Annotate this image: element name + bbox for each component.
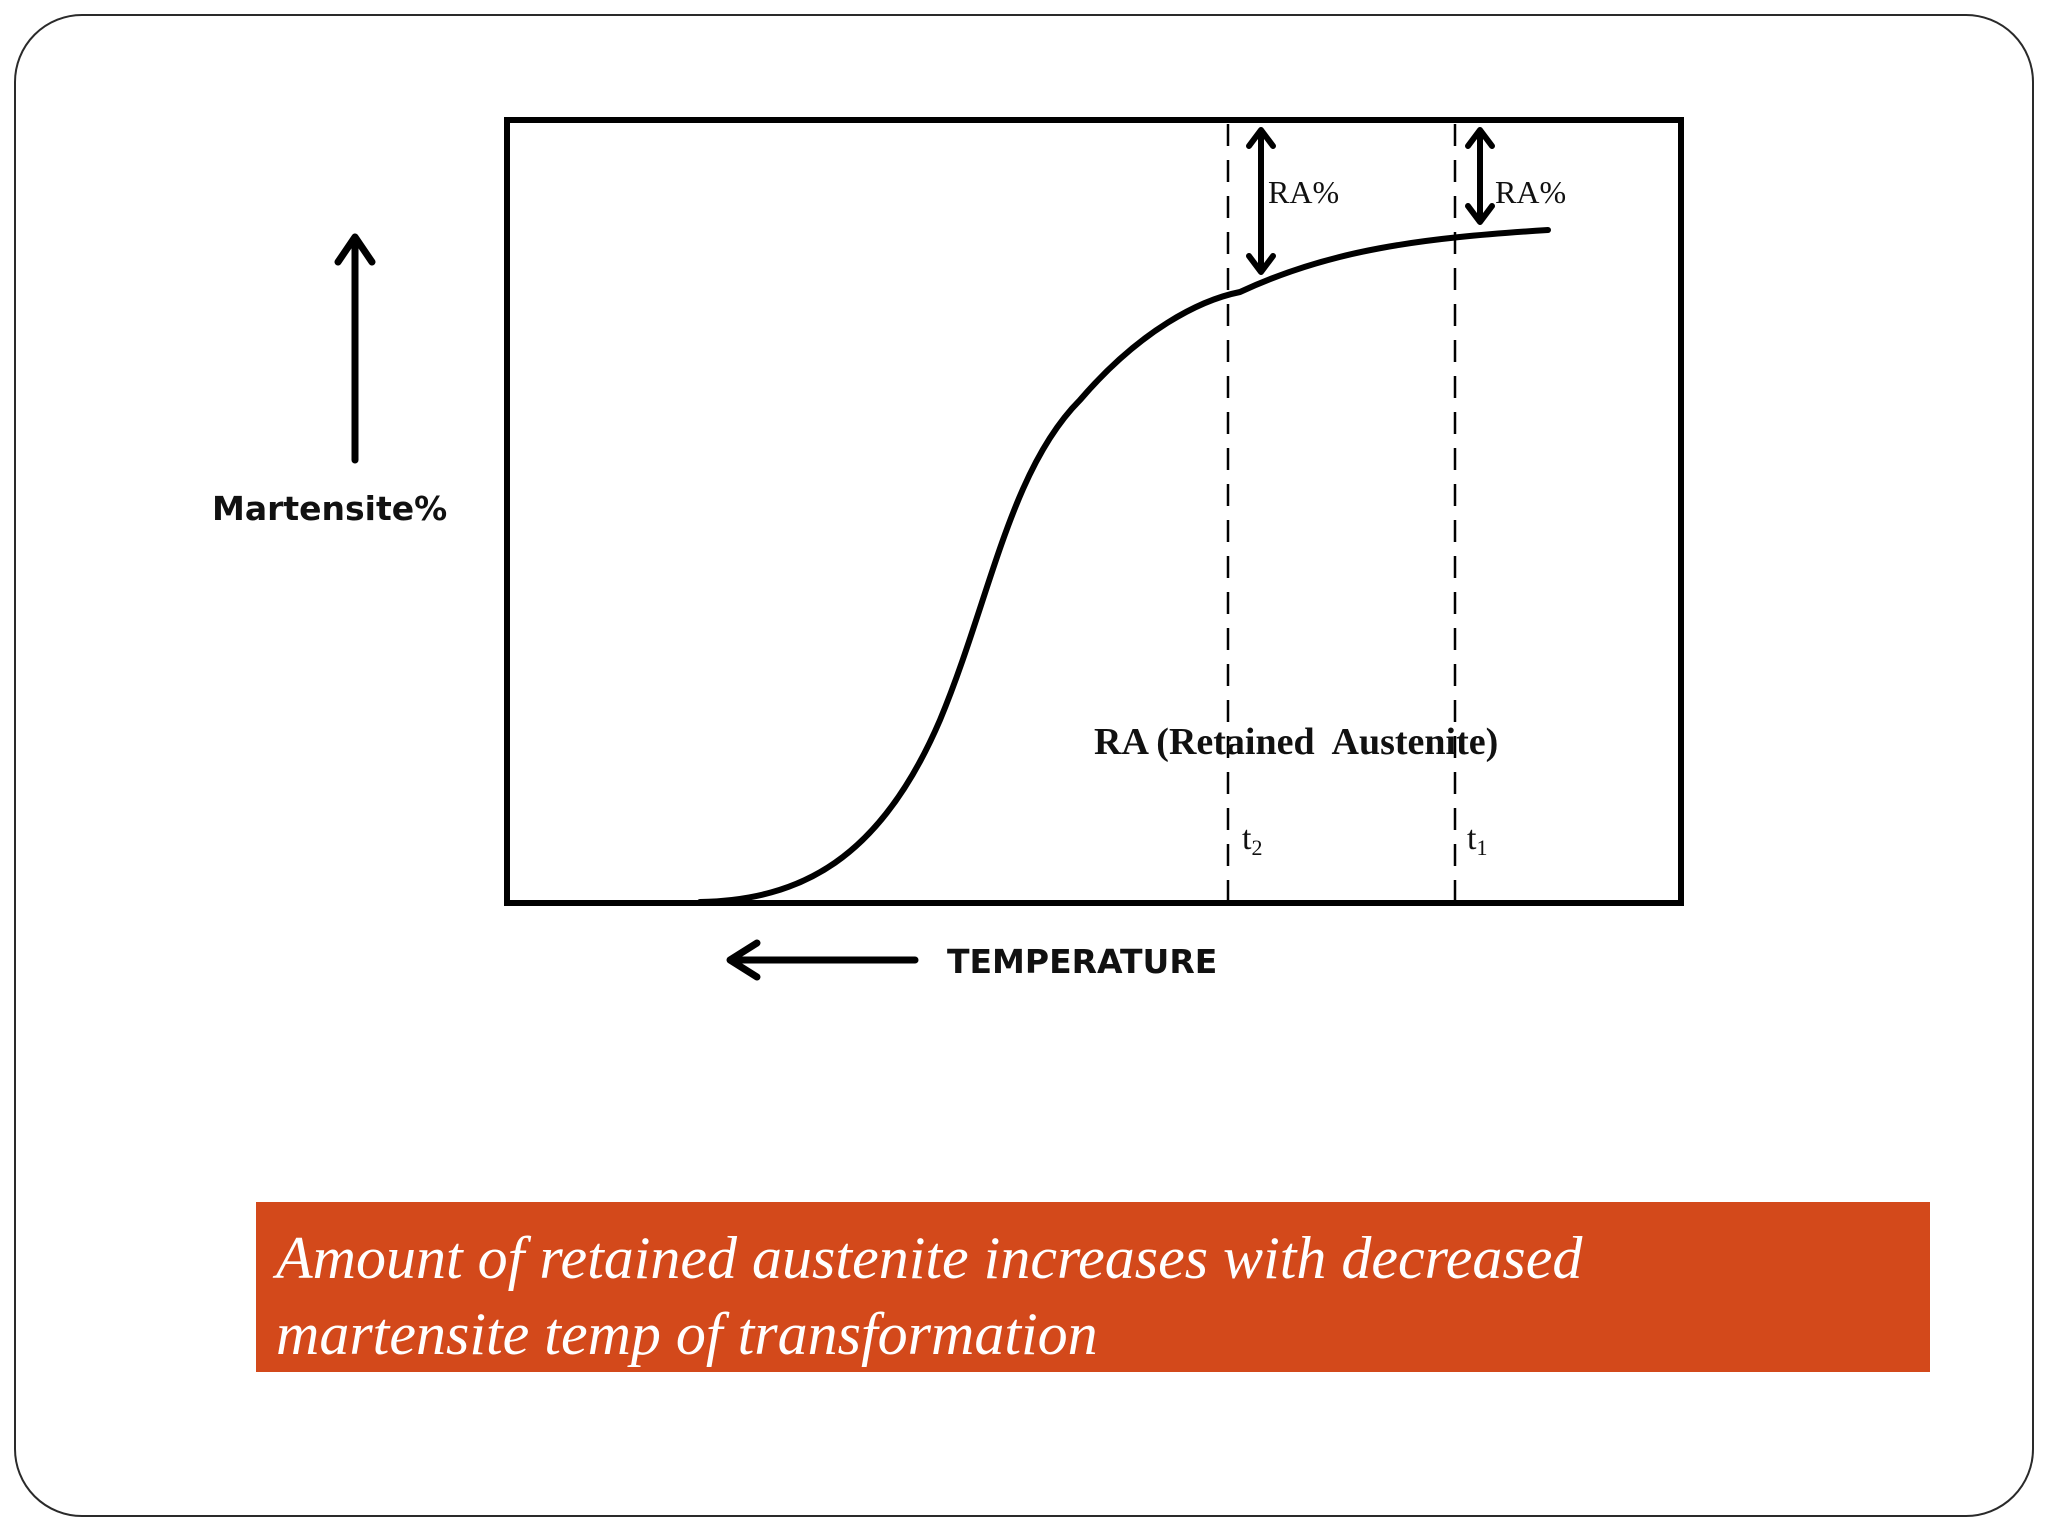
ra-percent-label: RA% bbox=[1268, 174, 1339, 210]
x-axis-arrow-icon bbox=[726, 939, 919, 981]
x-axis-label: TEMPERATURE bbox=[947, 942, 1217, 981]
t1-label: t1 bbox=[1467, 820, 1487, 860]
caption-text: Amount of retained austenite increases w… bbox=[276, 1220, 1910, 1372]
y-axis-label: Martensite% bbox=[212, 489, 447, 528]
ra-percent-label: RA% bbox=[1495, 174, 1566, 210]
caption-banner: Amount of retained austenite increases w… bbox=[256, 1202, 1930, 1372]
t2-label: t2 bbox=[1242, 820, 1262, 860]
region-label: RA (Retained Austenite) bbox=[1094, 721, 1498, 763]
caption-line-2: martensite temp of transformation bbox=[276, 1301, 1098, 1367]
martensite-curve bbox=[697, 227, 1551, 905]
plot-frame bbox=[504, 117, 1684, 906]
ra-double-arrow-icon bbox=[1246, 127, 1276, 275]
caption-line-1: Amount of retained austenite increases w… bbox=[276, 1225, 1583, 1291]
y-axis-arrow-icon bbox=[334, 233, 376, 464]
ra-double-arrow-icon bbox=[1465, 127, 1495, 225]
